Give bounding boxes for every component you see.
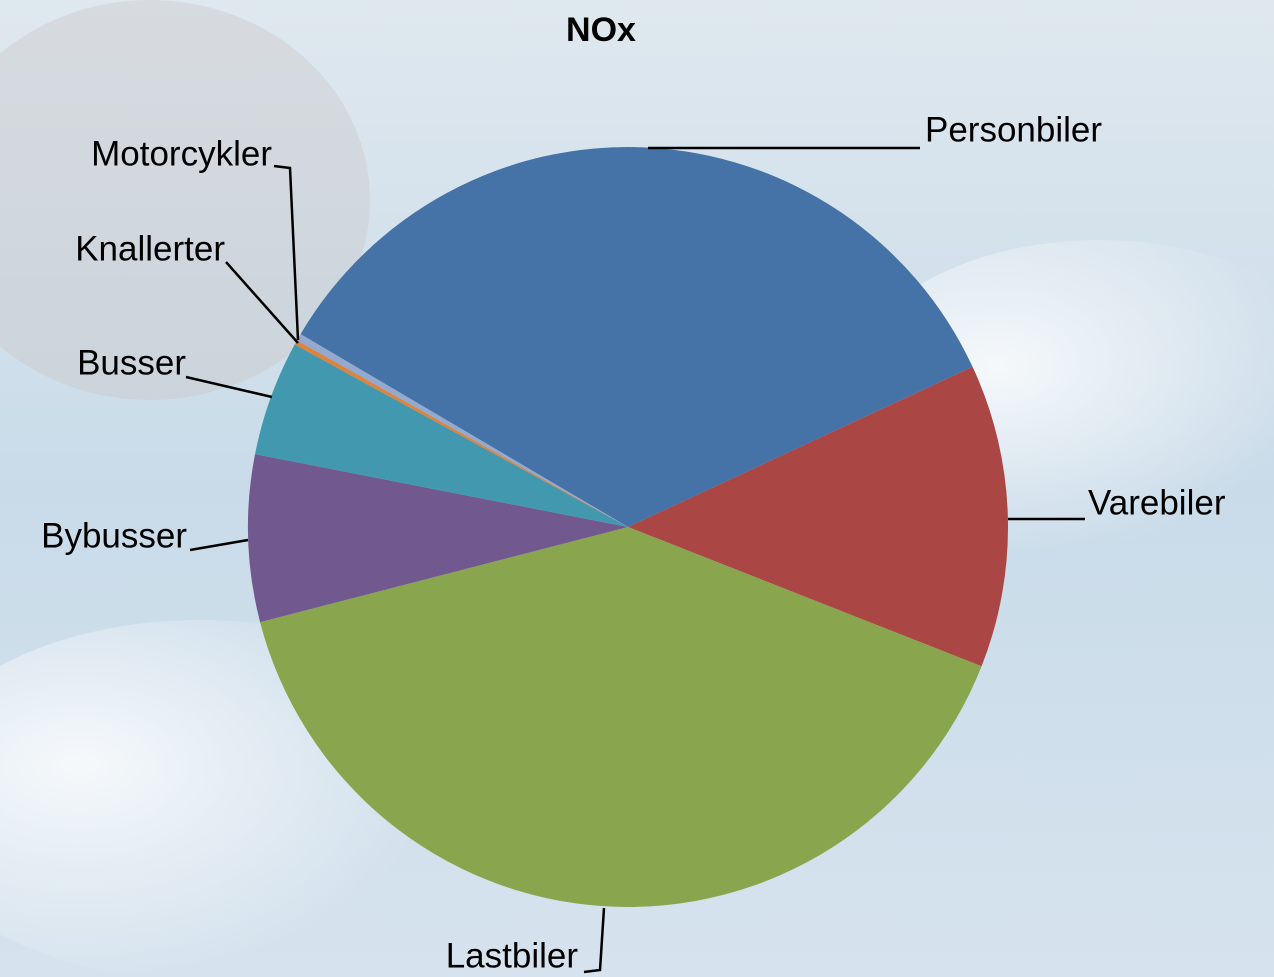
pie-slice — [297, 334, 628, 527]
slice-label: Personbiler — [925, 110, 1102, 149]
slice-label: Bybusser — [41, 516, 187, 555]
pie — [248, 147, 1008, 908]
leader-line — [583, 907, 606, 974]
slice-label: Knallerter — [75, 229, 225, 268]
pie-slice — [255, 344, 628, 527]
slice-label: Busser — [77, 343, 186, 382]
leader-line — [189, 538, 249, 552]
pie-slice — [300, 147, 973, 527]
pie-slice — [260, 527, 982, 908]
slice-label: Lastbiler — [446, 936, 579, 975]
pie-slice — [628, 366, 1008, 667]
pie-slice — [294, 340, 628, 527]
chart-title: NOx — [566, 11, 636, 49]
leader-line — [225, 261, 299, 344]
leader-line — [185, 375, 273, 399]
slice-label: Varebiler — [1088, 483, 1226, 522]
slice-label: Motorcykler — [91, 134, 272, 173]
pie-slice — [248, 454, 628, 623]
leader-line — [273, 164, 300, 341]
background-shape — [0, 0, 370, 400]
